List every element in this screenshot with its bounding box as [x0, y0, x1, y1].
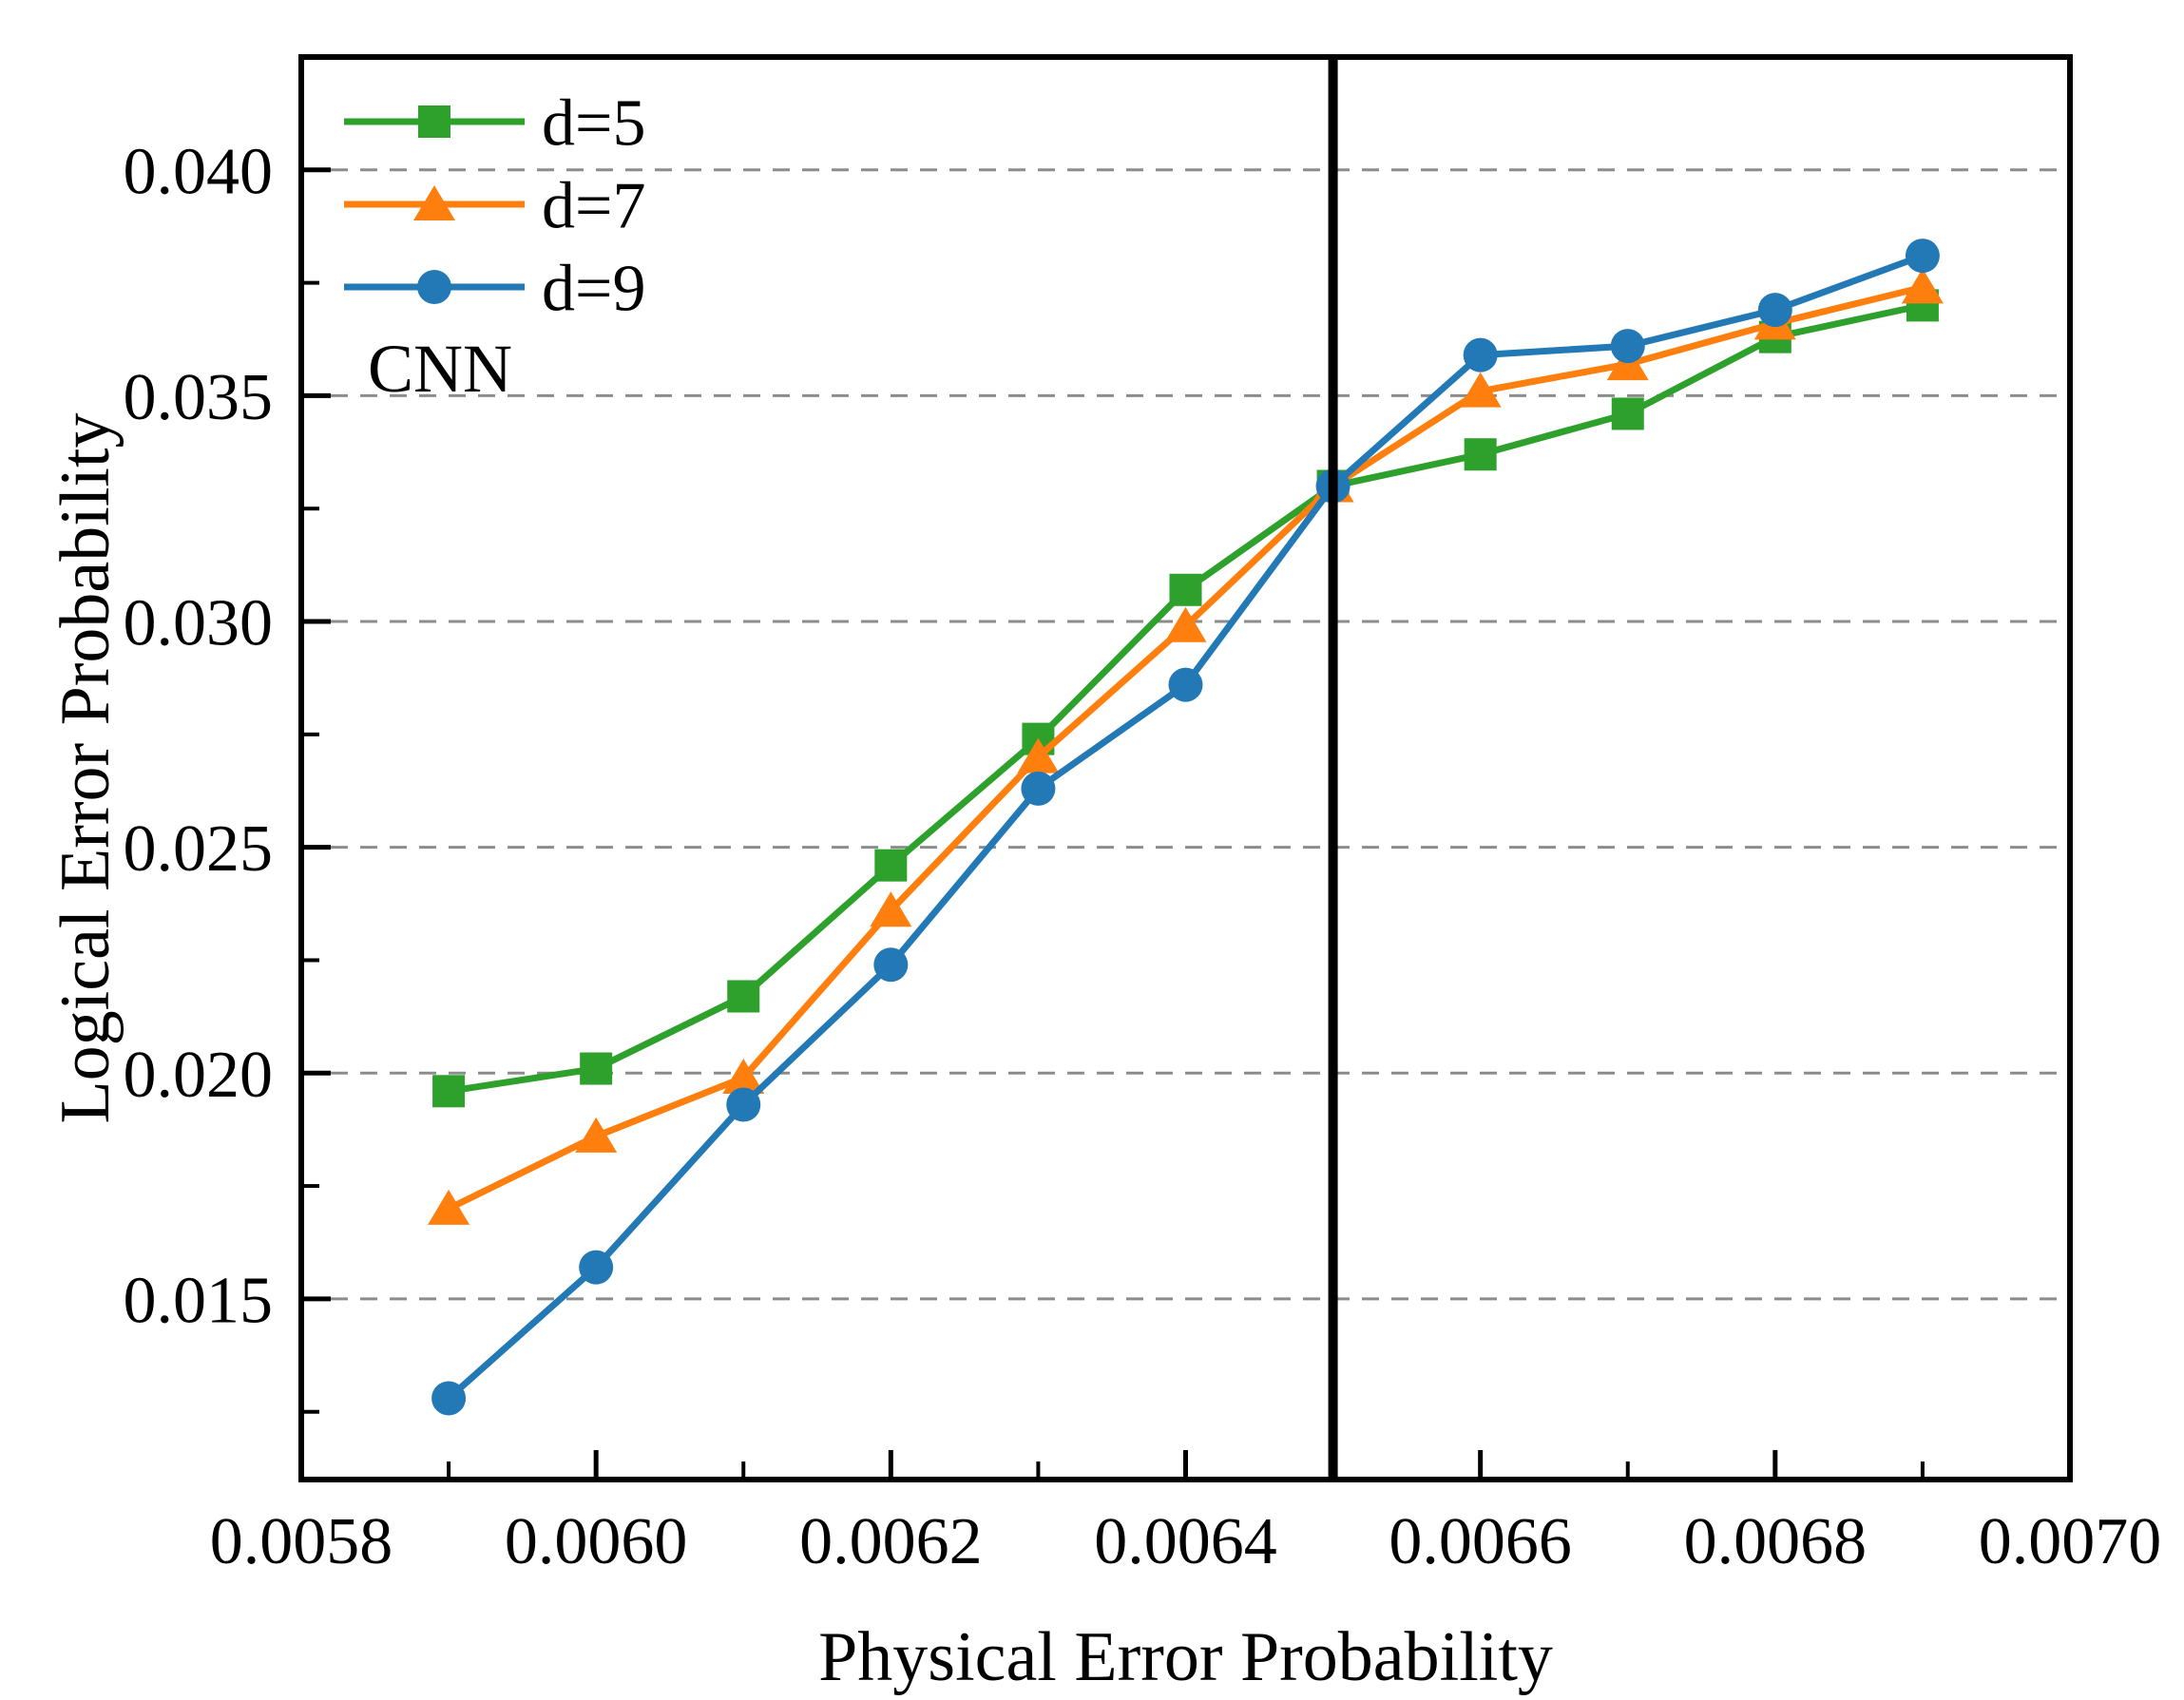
x-tick-label: 0.0064 — [1094, 1505, 1277, 1578]
marker-circle — [873, 947, 909, 983]
y-axis-title: Logical Error Probability — [47, 412, 125, 1123]
y-tick-label: 0.040 — [124, 135, 274, 208]
marker-triangle — [722, 1059, 765, 1095]
marker-triangle — [1459, 372, 1502, 408]
y-tick-label: 0.015 — [124, 1264, 274, 1337]
y-tick-label: 0.035 — [124, 361, 274, 434]
x-tick-label: 0.0068 — [1684, 1505, 1868, 1578]
marker-square — [1464, 438, 1497, 471]
x-tick-label: 0.0066 — [1389, 1505, 1572, 1578]
y-tick-label: 0.025 — [124, 812, 274, 886]
x-tick-label: 0.0070 — [1979, 1505, 2162, 1578]
legend: d=5 d=7 d=9 CNN — [344, 87, 645, 407]
marker-circle — [726, 1087, 761, 1122]
series-d5 — [432, 289, 1939, 1108]
marker-circle — [431, 1381, 467, 1416]
marker-circle — [1021, 771, 1056, 806]
marker-triangle — [428, 1189, 470, 1225]
legend-item-d7: d=7 — [344, 170, 645, 243]
y-tick-label: 0.030 — [124, 587, 274, 660]
y-tick-label: 0.020 — [124, 1039, 274, 1112]
decoder-annotation: CNN — [368, 331, 512, 407]
marker-square — [1169, 573, 1202, 606]
marker-circle — [1610, 329, 1645, 364]
x-tick-label: 0.0062 — [799, 1505, 983, 1578]
x-tick-label: 0.0058 — [210, 1505, 393, 1578]
legend-item-d9: d=9 — [344, 253, 645, 326]
marker-square — [727, 980, 760, 1013]
tick-labels: 0.0058 0.0060 0.0062 0.0064 0.0066 0.0068 0.00… — [124, 135, 2162, 1578]
marker-circle — [1168, 667, 1203, 702]
marker-square — [1611, 397, 1644, 430]
marker-triangle — [575, 1117, 618, 1153]
marker-square — [432, 1075, 466, 1108]
x-tick-label: 0.0060 — [505, 1505, 688, 1578]
marker-triangle — [870, 891, 912, 927]
plot-border — [298, 54, 2073, 1482]
legend-label: d=5 — [542, 87, 645, 161]
legend-label: d=9 — [542, 253, 645, 326]
legend-item-d5: d=5 — [344, 87, 645, 161]
marker-triangle — [413, 185, 455, 220]
marker-triangle — [1017, 737, 1060, 774]
marker-triangle — [1164, 606, 1207, 642]
legend-label: d=7 — [542, 170, 645, 243]
axis-ticks — [298, 55, 2073, 1477]
marker-square — [418, 105, 450, 138]
series-d9 — [431, 239, 1940, 1416]
marker-square — [580, 1052, 613, 1085]
marker-circle — [1757, 293, 1792, 328]
marker-triangle — [1901, 268, 1944, 304]
marker-circle — [1463, 337, 1498, 372]
series-d7 — [428, 268, 1944, 1225]
x-axis-title: Physical Error Probability — [818, 1618, 1553, 1696]
marker-circle — [417, 270, 451, 304]
marker-circle — [1905, 239, 1940, 274]
marker-circle — [579, 1250, 614, 1285]
marker-square — [874, 849, 908, 882]
